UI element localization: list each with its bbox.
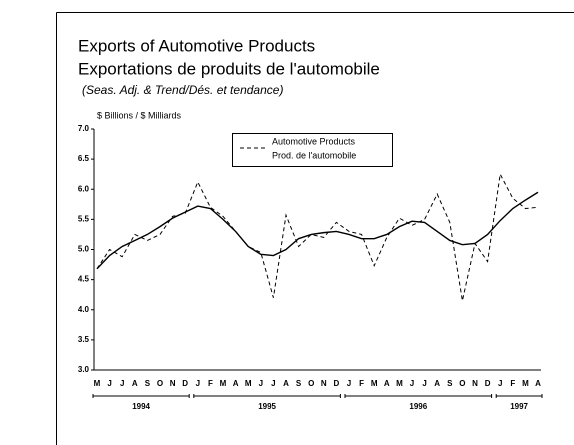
- x-tick-label: S: [145, 379, 151, 388]
- subtitle: (Seas. Adj. & Trend/Dés. et tendance): [82, 83, 283, 97]
- x-tick-label: S: [296, 379, 302, 388]
- legend-label: Prod. de l'automobile: [272, 150, 356, 160]
- x-tick-label: A: [384, 379, 390, 388]
- x-tick-label: N: [170, 379, 176, 388]
- x-tick-label: A: [132, 379, 138, 388]
- series-line: [96, 191, 539, 270]
- x-tick-label: N: [472, 379, 478, 388]
- x-tick-label: F: [208, 379, 213, 388]
- y-axis-label: $ Billions / $ Milliards: [97, 110, 182, 120]
- x-tick-label: A: [434, 379, 440, 388]
- x-tick-label: O: [157, 379, 163, 388]
- chart-title-fr: Exportations de produits de l'automobile: [78, 59, 380, 78]
- x-tick-label: D: [182, 379, 188, 388]
- year-label: 1996: [409, 402, 427, 411]
- year-label: 1995: [258, 402, 276, 411]
- y-tick-label: 5.5: [78, 214, 90, 223]
- year-label: 1997: [510, 402, 528, 411]
- x-tick-label: J: [271, 379, 275, 388]
- x-tick-label: S: [447, 379, 453, 388]
- x-tick-label: O: [308, 379, 314, 388]
- x-tick-label: M: [220, 379, 227, 388]
- y-tick-label: 4.0: [78, 305, 90, 314]
- x-tick-label: J: [410, 379, 414, 388]
- x-tick-label: M: [522, 379, 529, 388]
- x-tick-label: M: [94, 379, 101, 388]
- x-tick-label: D: [485, 379, 491, 388]
- x-tick-label: J: [498, 379, 502, 388]
- x-tick-label: A: [233, 379, 239, 388]
- y-tick-label: 6.5: [78, 154, 90, 163]
- x-tick-label: J: [107, 379, 111, 388]
- y-tick-label: 4.5: [78, 275, 90, 284]
- legend-label: Automotive Products: [272, 136, 356, 146]
- x-tick-label: J: [120, 379, 124, 388]
- x-tick-label: F: [359, 379, 364, 388]
- y-tick-label: 5.0: [78, 245, 90, 254]
- x-tick-label: O: [459, 379, 465, 388]
- year-label: 1994: [132, 402, 150, 411]
- y-tick-label: 3.5: [78, 335, 90, 344]
- x-tick-label: J: [422, 379, 426, 388]
- x-tick-label: A: [535, 379, 541, 388]
- x-tick-label: M: [371, 379, 378, 388]
- x-tick-label: J: [196, 379, 200, 388]
- y-tick-label: 6.0: [78, 184, 90, 193]
- series-line: [96, 172, 539, 301]
- x-tick-label: M: [396, 379, 403, 388]
- x-tick-label: F: [510, 379, 515, 388]
- x-tick-label: D: [334, 379, 340, 388]
- legend: [232, 133, 393, 167]
- x-tick-label: J: [347, 379, 351, 388]
- chart-title: Exports of Automotive Products: [78, 36, 315, 55]
- x-tick-label: J: [259, 379, 263, 388]
- x-tick-label: M: [245, 379, 252, 388]
- x-tick-label: N: [321, 379, 327, 388]
- y-tick-label: 3.0: [78, 365, 90, 374]
- x-tick-label: A: [283, 379, 289, 388]
- y-tick-label: 7.0: [78, 124, 90, 133]
